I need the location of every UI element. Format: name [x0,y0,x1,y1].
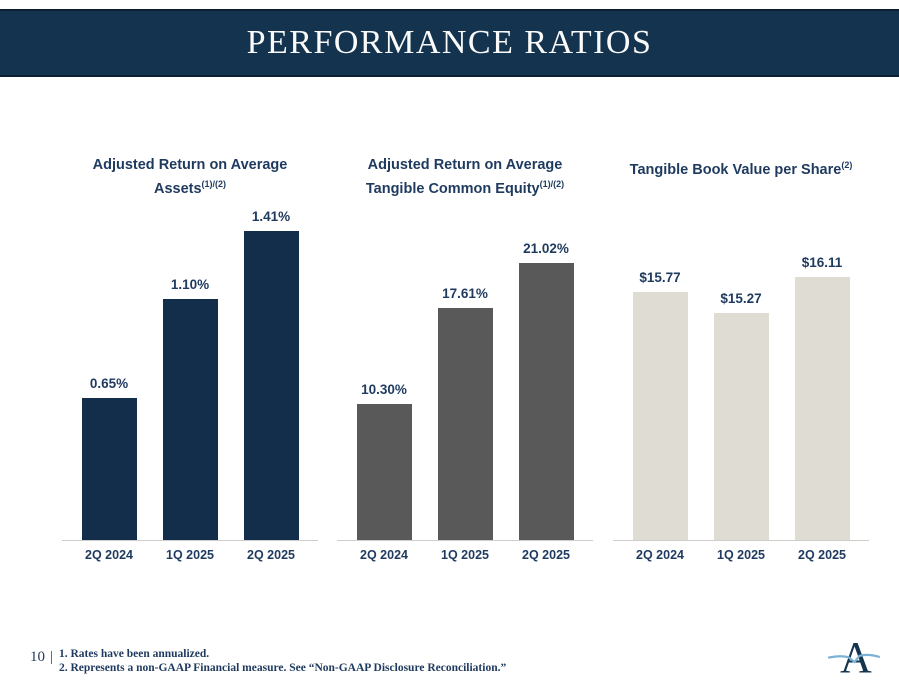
page-number-value: 10 [30,649,45,665]
page-number-separator: | [50,649,54,665]
page-number: 10 | [30,649,53,666]
bar-2q-2024 [356,404,412,540]
bar-1q-2025 [713,313,769,540]
bar-column: 1.10% [162,230,218,540]
bar-2q-2025 [794,277,850,540]
bar-column: 1.41% [243,209,299,540]
category-label: 1Q 2025 [441,548,489,562]
plot-area: 0.65% 1.10% 1.41% [62,209,318,541]
header-banner: PERFORMANCE RATIOS [0,9,899,77]
category-label: 2Q 2024 [85,548,133,562]
slide-title: PERFORMANCE RATIOS [246,24,653,61]
logo-swoosh-icon [827,653,881,664]
category-label: 2Q 2024 [636,548,684,562]
bar-column: $15.27 [713,230,769,540]
bar-2q-2024 [81,398,137,540]
x-axis-line [337,540,593,541]
bar-2q-2024 [632,292,688,540]
bar-1q-2025 [162,299,218,540]
chart-title-line1: Tangible Book Value per Share [629,161,842,178]
bar-value-label: 10.30% [361,382,407,397]
plot-area: $15.77 $15.27 $16.11 [613,230,869,541]
category-labels: 2Q 2024 1Q 2025 2Q 2025 [623,548,859,562]
chart-title-line2: Assets [153,180,202,197]
bar-2q-2025 [243,231,299,540]
bar-2q-2025 [518,263,574,540]
chart-title-superscript: (1)/(2) [201,178,227,189]
bar-value-label: $16.11 [801,255,843,270]
bar-value-label: $15.77 [639,270,681,285]
chart-title: Adjusted Return on Average Tangible Comm… [347,156,583,230]
bar-column: 21.02% [518,230,574,540]
category-label: 1Q 2025 [717,548,765,562]
bar-column: $16.11 [794,230,850,540]
bar-value-label: 1.41% [251,209,291,224]
chart-title: Adjusted Return on Average Assets(1)/(2) [72,156,308,230]
category-label: 2Q 2025 [522,548,570,562]
category-label: 2Q 2025 [247,548,295,562]
company-logo: A [826,636,882,680]
category-labels: 2Q 2024 1Q 2025 2Q 2025 [72,548,308,562]
footnote-2: 2. Represents a non-GAAP Financial measu… [59,661,507,674]
chart-title-line1: Adjusted Return on Average [92,157,288,173]
category-label: 2Q 2025 [798,548,846,562]
footnotes: 1. Rates have been annualized. 2. Repres… [59,648,506,675]
footnote-1: 1. Rates have been annualized. [59,648,210,660]
chart-title-line1: Adjusted Return on Average [367,157,563,173]
category-labels: 2Q 2024 1Q 2025 2Q 2025 [347,548,583,562]
bar-value-label: 21.02% [523,241,569,256]
bar-value-label: 17.61% [442,286,488,301]
bar-value-label: $15.27 [720,291,762,306]
chart-adjusted-return-on-average-assets: Adjusted Return on Average Assets(1)/(2)… [62,156,318,562]
bar-column: 0.65% [81,230,137,540]
chart-title-line2: Tangible Common Equity [365,180,540,197]
plot-area: 10.30% 17.61% 21.02% [337,230,593,541]
chart-title-superscript: (1)/(2) [539,178,565,189]
chart-adjusted-return-on-tangible-common-equity: Adjusted Return on Average Tangible Comm… [337,156,593,562]
bar-column: $15.77 [632,230,688,540]
bar-value-label: 1.10% [170,277,210,292]
chart-tangible-book-value-per-share: Tangible Book Value per Share(2) $15.77 … [613,156,869,562]
category-label: 1Q 2025 [166,548,214,562]
x-axis-line [613,540,869,541]
bar-1q-2025 [437,308,493,540]
chart-title-superscript: (2) [841,160,853,170]
bar-column: 17.61% [437,230,493,540]
chart-title: Tangible Book Value per Share(2) [623,156,859,230]
bar-value-label: 0.65% [89,376,129,391]
bar-column: 10.30% [356,230,412,540]
x-axis-line [62,540,318,541]
category-label: 2Q 2024 [360,548,408,562]
